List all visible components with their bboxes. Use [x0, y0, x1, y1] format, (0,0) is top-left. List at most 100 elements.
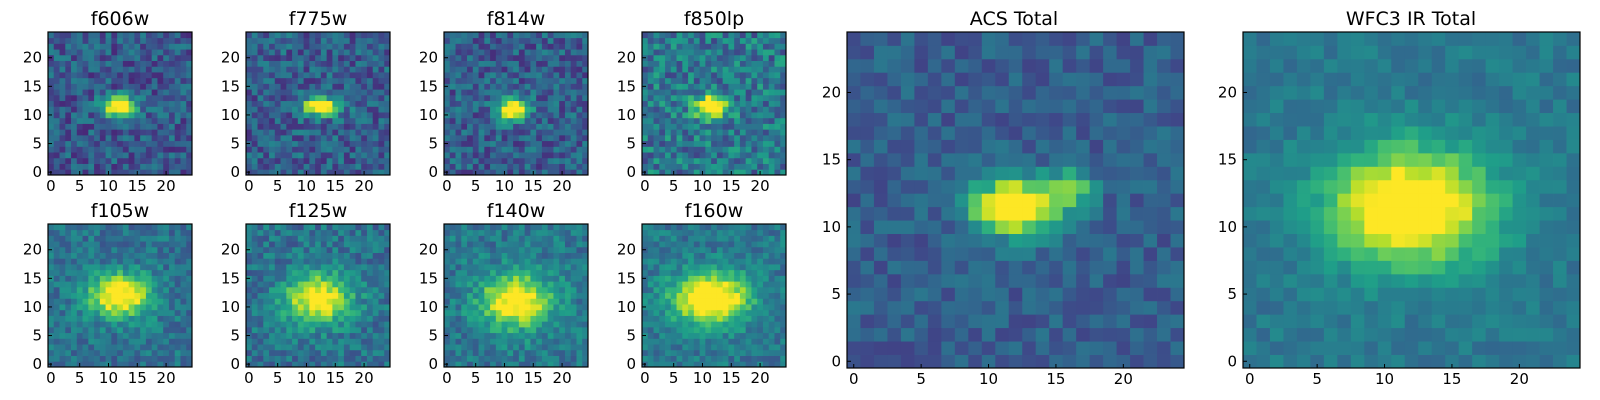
heatmap-cell	[576, 275, 583, 282]
heatmap-cell	[559, 275, 566, 282]
heatmap-cell	[71, 286, 78, 294]
heatmap-cell	[541, 112, 549, 119]
heatmap-cell	[53, 43, 60, 50]
heatmap-cell	[366, 49, 374, 56]
heatmap-cell	[378, 344, 385, 351]
heatmap-cell	[48, 94, 55, 102]
heatmap-cell	[292, 157, 299, 164]
heatmap-cell	[140, 321, 147, 328]
heatmap-cell	[722, 304, 729, 311]
heatmap-cell	[145, 309, 153, 316]
heatmap-cell	[326, 157, 333, 164]
heatmap-cell	[449, 349, 456, 356]
heatmap-cell	[653, 309, 660, 316]
heatmap-cell	[501, 292, 508, 299]
heatmap-cell	[659, 83, 666, 90]
heatmap-cell	[263, 89, 270, 96]
heatmap-cell	[326, 229, 333, 236]
heatmap-cell	[444, 298, 451, 305]
heatmap-cell	[570, 224, 577, 231]
heatmap-cell	[553, 281, 560, 288]
axes-frame	[47, 223, 193, 368]
heatmap-cell	[94, 83, 101, 90]
heatmap-cell	[117, 54, 124, 61]
heatmap-cell	[355, 349, 362, 356]
heatmap-cell	[76, 224, 83, 231]
heatmap-cell	[449, 77, 456, 84]
heatmap-cell	[699, 100, 706, 107]
heatmap-cell	[384, 140, 391, 147]
heatmap-cell	[518, 281, 526, 288]
heatmap-cell	[564, 66, 572, 73]
heatmap-cell	[507, 129, 514, 136]
heatmap-cell	[292, 37, 299, 44]
heatmap-cell	[461, 94, 468, 102]
heatmap-cell	[163, 112, 170, 119]
heatmap-cell	[186, 32, 193, 39]
heatmap-cell	[263, 235, 270, 242]
heatmap-cell	[76, 94, 83, 102]
heatmap-cell	[553, 157, 560, 164]
heatmap-cell	[384, 309, 391, 316]
heatmap-cell	[94, 37, 101, 44]
heatmap-cell	[507, 54, 514, 61]
heatmap-cell	[570, 258, 577, 265]
heatmap-cell	[71, 309, 78, 316]
heatmap-cell	[449, 169, 456, 176]
heatmap-cell	[518, 169, 526, 176]
heatmap-cell	[174, 321, 181, 328]
heatmap-cell	[659, 281, 666, 288]
x-tick-label: 15	[128, 177, 147, 195]
heatmap-cell	[461, 152, 468, 159]
heatmap-cell	[59, 235, 66, 242]
heatmap-cell	[151, 315, 158, 322]
heatmap-cell	[495, 269, 502, 276]
heatmap-cell	[536, 292, 543, 299]
heatmap-cell	[76, 275, 83, 282]
heatmap-cell	[297, 106, 304, 113]
heatmap-cell	[449, 157, 456, 164]
heatmap-cell	[682, 94, 689, 102]
heatmap-cell	[251, 258, 258, 265]
heatmap-cell	[739, 89, 747, 96]
heatmap-cell	[564, 112, 572, 119]
heatmap-cell	[734, 152, 741, 159]
heatmap-cell	[734, 83, 741, 90]
heatmap-cell	[111, 157, 118, 164]
heatmap-cell	[647, 281, 654, 288]
heatmap-cell	[536, 321, 543, 328]
heatmap-cell	[151, 275, 158, 282]
heatmap-cell	[665, 157, 672, 164]
heatmap-cell	[745, 281, 752, 288]
heatmap-cell	[338, 286, 345, 294]
heatmap-cell	[472, 321, 479, 328]
heatmap-cell	[286, 32, 293, 39]
heatmap-cell	[693, 304, 700, 311]
heatmap-cell	[536, 163, 543, 170]
heatmap-cell	[518, 309, 526, 316]
heatmap-cell	[495, 32, 502, 39]
heatmap-cell	[286, 72, 293, 79]
heatmap-cell	[518, 49, 526, 56]
heatmap-cell	[134, 355, 141, 362]
heatmap-cell	[774, 72, 781, 79]
heatmap-cell	[297, 60, 304, 67]
heatmap-cell	[320, 286, 328, 294]
heatmap-cell	[366, 106, 374, 113]
heatmap-cell	[576, 269, 583, 276]
heatmap-cell	[128, 146, 135, 153]
heatmap-cell	[530, 264, 537, 271]
heatmap-cell	[490, 229, 497, 236]
heatmap-cell	[653, 37, 660, 44]
heatmap-cell	[774, 163, 781, 170]
heatmap-cell	[513, 264, 520, 271]
heatmap-cell	[145, 241, 153, 248]
heatmap-cell	[524, 117, 531, 124]
heatmap-cell	[490, 309, 497, 316]
heatmap-cell	[513, 112, 520, 119]
heatmap-cell	[768, 361, 775, 368]
heatmap-cell	[315, 66, 322, 73]
heatmap-cell	[444, 60, 451, 67]
heatmap-cell	[495, 169, 502, 176]
heatmap-cell	[303, 241, 310, 248]
